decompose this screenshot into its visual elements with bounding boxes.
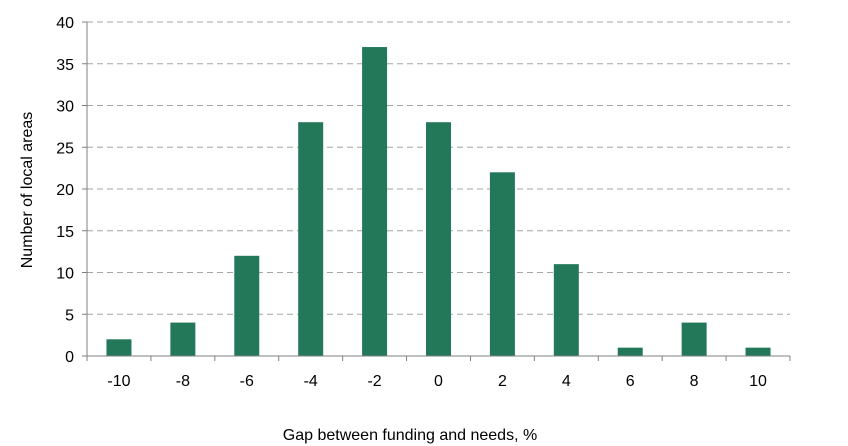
bar-10 [745, 347, 771, 356]
bar--8 [170, 322, 196, 356]
y-tick-label: 40 [56, 15, 74, 32]
bar--2 [362, 47, 388, 357]
y-axis-ticks: 0 5 10 15 20 25 30 35 40 [56, 15, 87, 366]
bars [106, 47, 771, 357]
x-axis-title: Gap between funding and needs, % [283, 427, 537, 444]
y-tick-label: 25 [56, 140, 74, 157]
x-tick-label: -6 [240, 373, 254, 390]
bar-0 [426, 122, 451, 356]
x-tick-label: 2 [498, 373, 507, 390]
bar-8 [681, 322, 707, 356]
bar--4 [298, 122, 324, 356]
bar-6 [617, 347, 643, 356]
x-tick-label: -4 [304, 373, 318, 390]
y-tick-label: 35 [56, 57, 74, 74]
y-tick-label: 10 [56, 266, 74, 283]
bar--6 [234, 255, 260, 356]
x-tick-label: -10 [107, 373, 130, 390]
y-tick-label: 5 [65, 307, 74, 324]
x-tick-label: -2 [367, 373, 381, 390]
y-tick-label: 30 [56, 99, 74, 116]
bar-2 [489, 172, 515, 356]
y-tick-label: 15 [56, 224, 74, 241]
bar--10 [106, 339, 132, 356]
x-tick-label: -8 [176, 373, 190, 390]
x-tick-label: 0 [434, 373, 443, 390]
y-axis-title: Number of local areas [19, 112, 36, 269]
x-tick-label: 8 [690, 373, 699, 390]
y-tick-label: 0 [65, 349, 74, 366]
y-tick-label: 20 [56, 182, 74, 199]
bar-4 [553, 264, 579, 356]
x-axis-ticks: -10 -8 -6 -4 -2 0 2 4 6 8 10 [86, 356, 791, 390]
x-tick-label: 10 [749, 373, 767, 390]
x-tick-label: 4 [562, 373, 571, 390]
x-tick-label: 6 [626, 373, 635, 390]
